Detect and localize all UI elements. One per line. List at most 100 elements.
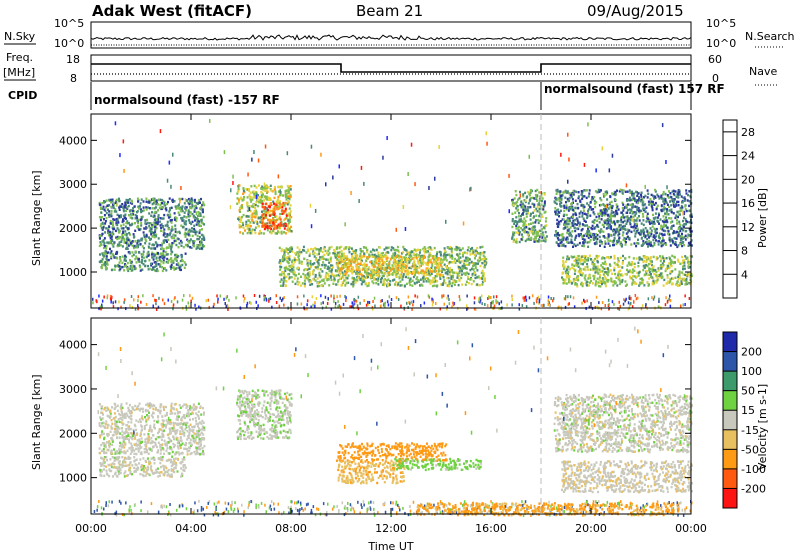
power-cell	[278, 185, 280, 189]
power-cell	[200, 233, 203, 237]
power-cell	[285, 198, 288, 201]
power-noise-cell	[635, 297, 638, 301]
power-cell	[690, 230, 693, 233]
power-cell	[253, 228, 256, 232]
power-cell	[531, 202, 534, 206]
power-cell	[401, 259, 403, 262]
power-cell	[276, 199, 279, 202]
power-cell	[286, 224, 289, 227]
power-cell	[261, 185, 264, 188]
power-cell	[182, 225, 185, 229]
power-cell	[238, 206, 241, 209]
power-cell	[331, 268, 333, 271]
power-noise-cell	[528, 296, 531, 300]
power-cell	[430, 272, 433, 275]
power-cell	[653, 236, 656, 239]
power-cell	[124, 203, 127, 207]
power-cell	[305, 251, 308, 254]
power-cell	[581, 237, 584, 240]
power-cell	[619, 227, 622, 230]
power-noise-cell	[145, 303, 148, 306]
power-noise-cell	[101, 303, 103, 307]
power-cell	[583, 205, 586, 209]
power-cell	[287, 219, 290, 222]
power-cell	[268, 221, 271, 224]
power-cell	[535, 207, 538, 211]
power-cell	[124, 216, 126, 220]
power-cell	[307, 264, 310, 267]
power-cell	[293, 260, 296, 264]
power-cell	[517, 220, 520, 223]
power-cell	[591, 196, 594, 199]
power-cell	[339, 261, 342, 265]
power-cell	[579, 233, 582, 236]
power-cell	[573, 218, 576, 222]
power-cell	[630, 243, 633, 246]
power-cell	[333, 249, 336, 252]
power-cell	[375, 248, 378, 252]
power-cell	[683, 244, 685, 247]
power-cell	[385, 257, 388, 260]
nave-tick-bottom: 0	[712, 72, 719, 85]
power-cell	[581, 223, 584, 226]
power-cell	[197, 237, 200, 241]
power-cell	[415, 256, 418, 260]
power-cell	[163, 203, 165, 206]
power-cell	[134, 240, 137, 243]
power-cell	[308, 271, 311, 274]
power-cell	[321, 279, 323, 282]
power-cell	[152, 252, 155, 256]
power-cell	[536, 210, 539, 213]
power-cell	[672, 192, 675, 196]
power-cell	[592, 211, 595, 214]
power-cell	[177, 254, 180, 258]
power-cell	[140, 198, 143, 201]
power-cell	[203, 223, 206, 226]
power-noise-cell	[216, 294, 218, 298]
power-cell	[202, 201, 205, 204]
power-cell	[297, 283, 300, 286]
power-noise-cell	[253, 294, 256, 297]
power-cell	[650, 232, 653, 236]
power-cell	[680, 227, 683, 230]
power-cell	[541, 197, 544, 200]
power-noise-cell	[311, 295, 314, 299]
power-cell	[346, 266, 349, 269]
power-cell	[658, 240, 660, 243]
power-cell	[126, 267, 129, 270]
power-cell	[122, 218, 124, 221]
power-cell	[174, 267, 177, 270]
power-cell	[154, 247, 157, 250]
power-cell	[436, 251, 439, 254]
power-noise-cell	[345, 296, 347, 300]
power-cell	[643, 207, 646, 211]
power-cell	[462, 251, 464, 255]
power-cell	[389, 258, 392, 261]
power-cell	[659, 218, 662, 221]
power-cell	[628, 198, 631, 201]
power-cell	[483, 257, 486, 261]
power-cell	[147, 245, 150, 248]
power-cell	[520, 218, 522, 221]
power-cell	[367, 284, 370, 287]
power-cell	[661, 225, 664, 228]
power-cell	[268, 214, 271, 217]
power-cell	[620, 189, 623, 192]
power-cell	[419, 278, 422, 281]
power-cell	[179, 206, 182, 209]
power-cell	[654, 232, 657, 235]
power-cell	[151, 207, 154, 210]
power-noise-cell	[339, 294, 341, 298]
power-cell	[176, 206, 179, 209]
power-cell	[543, 202, 546, 205]
power-cell	[145, 233, 148, 237]
power-cell	[575, 190, 578, 194]
power-cell	[545, 235, 548, 238]
power-cell	[276, 225, 279, 228]
power-noise-cell	[414, 294, 416, 298]
power-noise-cell	[486, 304, 489, 308]
power-cell	[400, 252, 403, 255]
power-cell	[586, 241, 589, 244]
power-cell	[241, 221, 244, 225]
power-cell	[191, 202, 194, 205]
